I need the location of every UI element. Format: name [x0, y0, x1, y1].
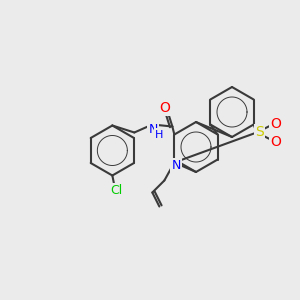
- Text: O: O: [159, 100, 170, 115]
- Text: N: N: [172, 159, 181, 172]
- Text: O: O: [270, 134, 281, 148]
- Text: H: H: [155, 130, 164, 140]
- Text: S: S: [255, 125, 264, 140]
- Text: N: N: [149, 123, 158, 136]
- Text: Cl: Cl: [110, 184, 122, 197]
- Text: O: O: [270, 116, 281, 130]
